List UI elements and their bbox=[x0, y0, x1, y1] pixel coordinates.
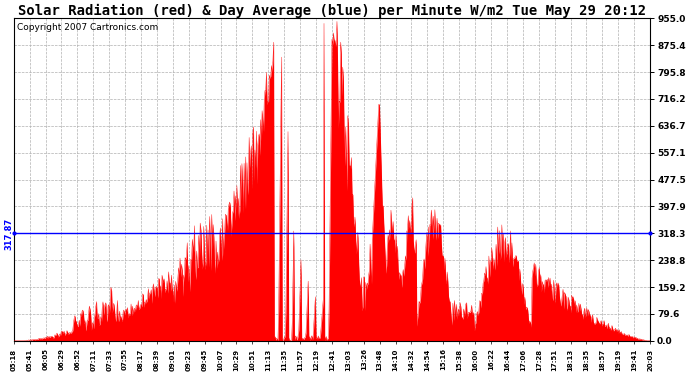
Text: Copyright 2007 Cartronics.com: Copyright 2007 Cartronics.com bbox=[17, 23, 158, 32]
Title: Solar Radiation (red) & Day Average (blue) per Minute W/m2 Tue May 29 20:12: Solar Radiation (red) & Day Average (blu… bbox=[18, 4, 646, 18]
Text: 317.87: 317.87 bbox=[4, 217, 13, 249]
